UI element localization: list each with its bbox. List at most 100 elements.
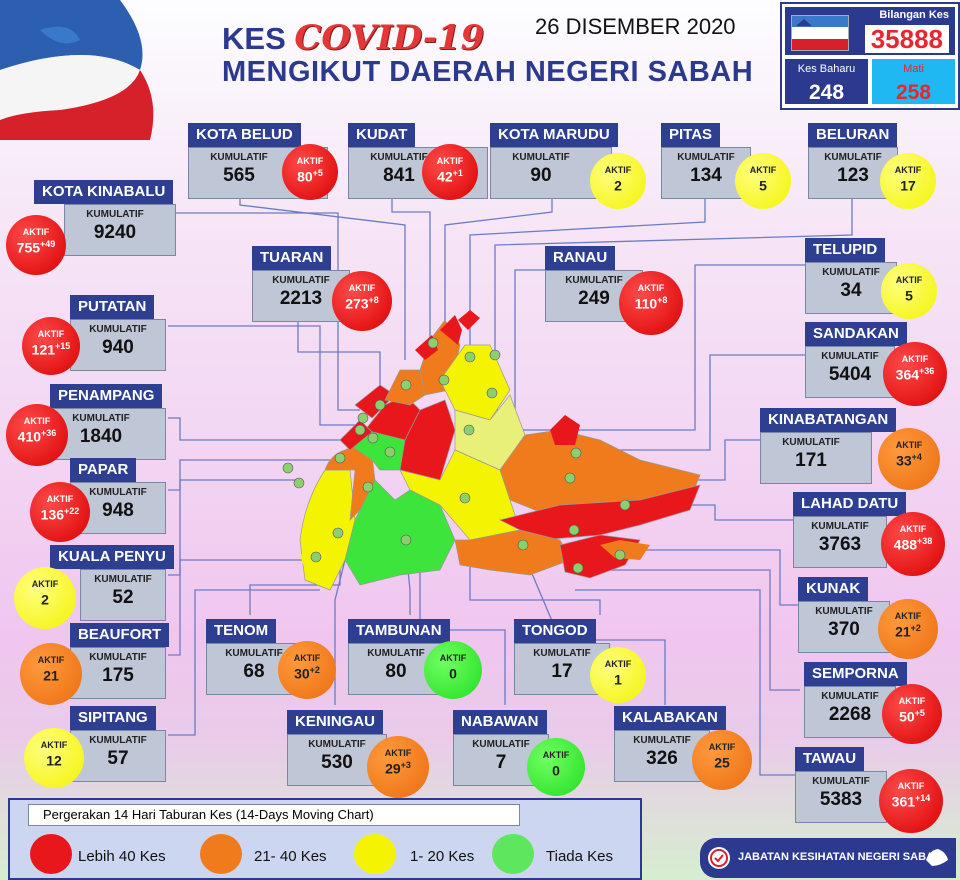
cumulative-label: KUMULATIF (210, 152, 268, 163)
district-name: KINABATANGAN (760, 408, 897, 432)
district-name: BEAUFORT (70, 623, 170, 647)
district-card-ranau: RANAU KUMULATIF 249 AKTIF 110+8 (545, 246, 685, 335)
active-value: 0 (449, 665, 457, 682)
cumulative-label: KUMULATIF (89, 652, 147, 663)
district-name: TONGOD (514, 619, 596, 643)
district-name: NABAWAN (453, 710, 547, 734)
active-new-value: +22 (64, 506, 80, 516)
active-cases-badge: AKTIF 110+8 (619, 271, 683, 335)
active-value: 80 (297, 168, 313, 185)
cumulative-label: KUMULATIF (822, 267, 880, 278)
district-card-kudat: KUDAT KUMULATIF 841 AKTIF 42+1 (348, 123, 488, 200)
district-card-kuala-penyu: KUALA PENYU KUMULATIF 52 AKTIF 2 (14, 545, 190, 629)
cumulative-value: 948 (102, 500, 134, 521)
active-cases-badge: AKTIF 0 (527, 738, 585, 796)
district-name: RANAU (545, 246, 616, 270)
cumulative-label: KUMULATIF (811, 521, 869, 532)
active-value: 50 (899, 708, 915, 725)
district-name: TELUPID (805, 238, 886, 262)
cumulative-label: KUMULATIF (815, 606, 873, 617)
cumulative-value: 2213 (279, 288, 323, 309)
total-cases-label: Bilangan Kes (879, 9, 949, 21)
cumulative-value: 2268 (828, 704, 872, 725)
cumulative-label: KUMULATIF (677, 152, 735, 163)
cumulative-value: 90 (530, 165, 552, 186)
cumulative-label: KUMULATIF (565, 275, 623, 286)
cumulative-label: KUMULATIF (533, 648, 591, 659)
active-new-value: +5 (312, 168, 323, 178)
cumulative-value: 565 (223, 165, 255, 186)
district-name: PAPAR (70, 458, 137, 482)
cumulative-value: 134 (690, 165, 722, 186)
active-value: 488 (893, 536, 918, 553)
summary-panel: Bilangan Kes 35888 Kes Baharu 248 Mati 2… (780, 2, 960, 110)
cumulative-value: 17 (551, 661, 573, 682)
district-card-beaufort: BEAUFORT KUMULATIF 175 AKTIF 21 (20, 623, 210, 705)
cumulative-label: KUMULATIF (370, 152, 428, 163)
active-value: 42 (437, 168, 453, 185)
active-value: 21 (43, 667, 59, 684)
active-cases-badge: AKTIF 2 (14, 567, 76, 629)
legend-swatch-green (492, 834, 534, 874)
active-value: 364 (895, 366, 920, 383)
active-value: 17 (900, 177, 916, 194)
cumulative-label: KUMULATIF (633, 735, 691, 746)
district-card-papar: PAPAR KUMULATIF 948 AKTIF 136+22 (30, 458, 210, 542)
district-name: KENINGAU (287, 710, 384, 734)
active-cases-badge: AKTIF 755+49 (6, 215, 66, 275)
district-name: TAWAU (795, 747, 865, 771)
active-new-value: +8 (657, 295, 668, 305)
cumulative-label: KUMULATIF (512, 152, 570, 163)
cumulative-value: 940 (102, 337, 134, 358)
cumulative-label: KUMULATIF (821, 691, 879, 702)
cumulative-label: KUMULATIF (472, 739, 530, 750)
active-cases-badge: AKTIF 410+36 (6, 404, 68, 466)
district-name: BELURAN (808, 123, 898, 147)
active-value: 25 (714, 754, 730, 771)
active-cases-badge: AKTIF 80+5 (282, 144, 338, 200)
page-title: KES COVID-19 (222, 18, 484, 58)
active-cases-badge: AKTIF 0 (424, 641, 482, 699)
cumulative-value: 80 (385, 661, 407, 682)
sabah-flag-icon (0, 0, 190, 140)
active-value: 29 (385, 760, 401, 777)
active-cases-badge: AKTIF 21 (20, 643, 82, 705)
district-card-telupid: TELUPID KUMULATIF 34 AKTIF 5 (805, 238, 945, 319)
active-new-value: +2 (910, 623, 921, 633)
active-value: 33 (896, 452, 912, 469)
active-cases-badge: AKTIF 12 (24, 728, 84, 788)
cumulative-value: 68 (243, 661, 265, 682)
sabah-flag-icon (791, 15, 849, 51)
active-cases-badge: AKTIF 29+3 (367, 736, 429, 798)
district-name: KOTA BELUD (188, 123, 301, 147)
cumulative-label: KUMULATIF (94, 574, 152, 585)
active-value: 121 (31, 341, 56, 358)
cumulative-label: KUMULATIF (89, 324, 147, 335)
sabah-map-icon (924, 846, 950, 870)
district-card-tenom: TENOM KUMULATIF 68 AKTIF 30+2 (206, 619, 346, 699)
legend-label: 21- 40 Kes (254, 848, 327, 865)
district-card-kalabakan: KALABAKAN KUMULATIF 326 AKTIF 25 (614, 706, 754, 790)
legend-title: Pergerakan 14 Hari Taburan Kes (14-Days … (28, 804, 520, 826)
cumulative-label: KUMULATIF (821, 351, 879, 362)
active-cases-badge: AKTIF 33+4 (878, 428, 940, 490)
cumulative-value: 52 (112, 587, 134, 608)
district-name: PITAS (661, 123, 721, 147)
active-value: 12 (46, 752, 62, 769)
district-card-tawau: TAWAU KUMULATIF 5383 AKTIF 361+14 (795, 747, 943, 833)
cumulative-value: 249 (578, 288, 610, 309)
active-new-value: +3 (400, 760, 411, 770)
district-name: KOTA MARUDU (490, 123, 618, 147)
deaths-label: Mati (903, 63, 924, 75)
active-new-value: +49 (40, 239, 56, 249)
active-new-value: +36 (919, 366, 935, 376)
cumulative-label: KUMULATIF (367, 648, 425, 659)
active-cases-badge: AKTIF 364+36 (883, 342, 947, 406)
legend-swatch-yellow (354, 834, 396, 874)
cumulative-value: 530 (321, 752, 353, 773)
active-new-value: +36 (41, 428, 57, 438)
legend: Pergerakan 14 Hari Taburan Kes (14-Days … (8, 798, 642, 880)
cumulative-value: 5383 (819, 789, 863, 810)
active-cases-badge: AKTIF 30+2 (278, 641, 336, 699)
legend-label: 1- 20 Kes (410, 848, 475, 865)
